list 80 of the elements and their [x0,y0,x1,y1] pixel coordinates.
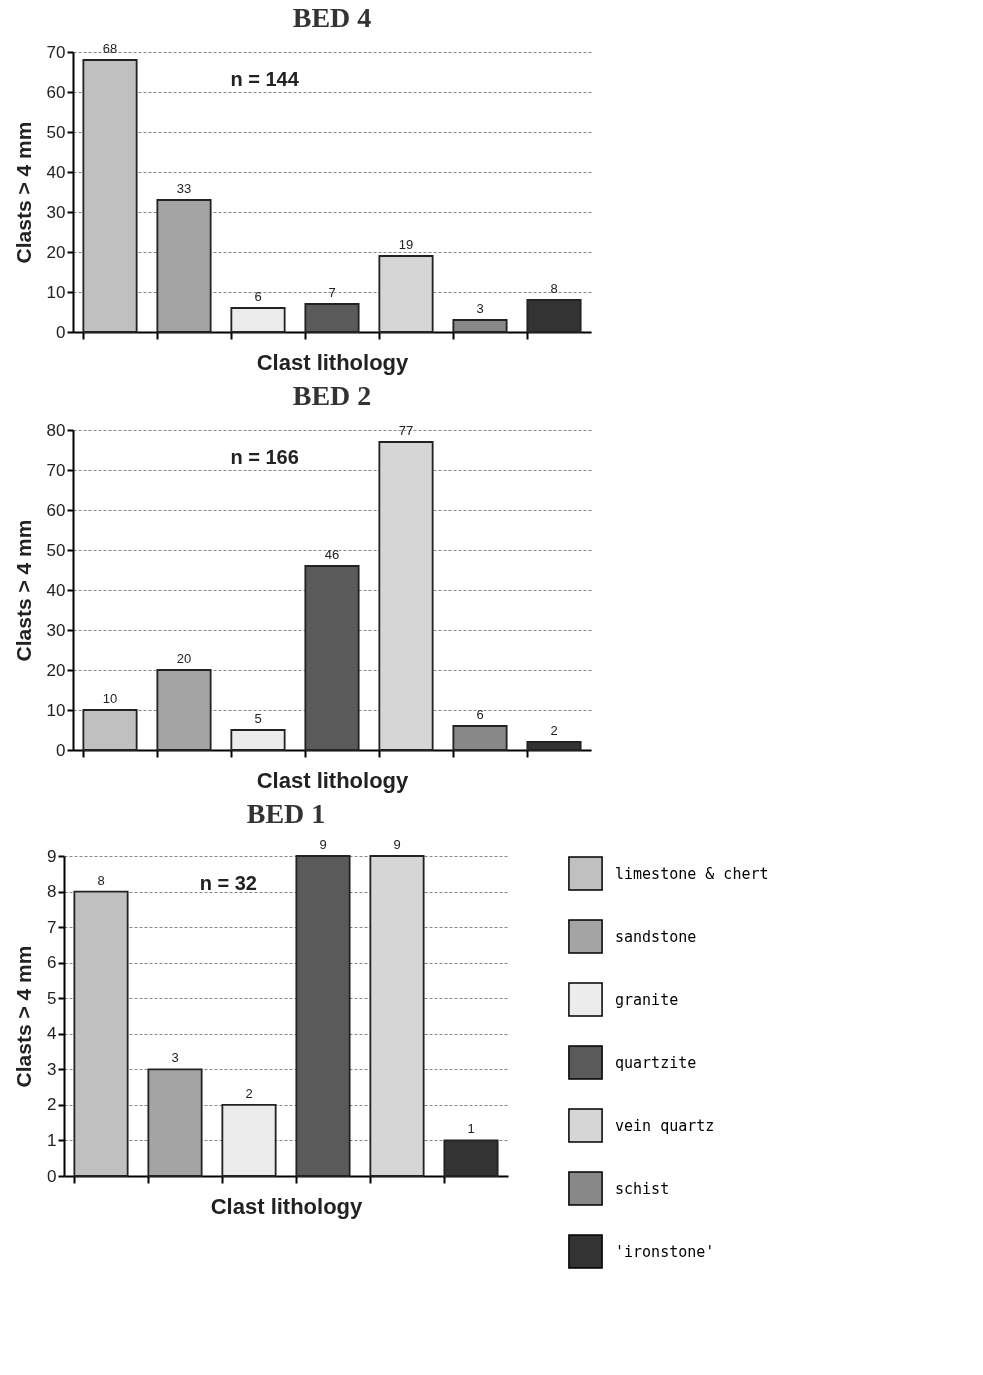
bar [82,59,138,333]
y-axis-title: Clasts > 4 mm [12,945,36,1088]
y-tick-label: 7 [47,917,57,937]
data-label: 33 [176,181,192,196]
data-label: 20 [176,651,192,666]
bar [378,441,434,751]
annotation: n = 32 [199,872,257,894]
data-label: 2 [550,723,558,738]
y-tick-label: 0 [56,322,66,342]
chart-title: BED 1 [246,798,326,829]
y-tick-label: 80 [46,420,66,440]
bar [452,319,508,333]
data-label: 8 [97,872,105,888]
annotation: n = 166 [230,446,299,468]
y-tick-label: 70 [46,460,66,480]
annotation: n = 144 [230,68,300,90]
y-tick-label: 70 [46,42,66,62]
y-tick-label: 8 [47,882,57,902]
data-label: 9 [319,837,327,852]
data-label: 19 [398,237,414,252]
bar [82,709,138,751]
y-tick-label: 20 [46,242,66,262]
data-label: 2 [245,1085,253,1101]
y-axis-title: Clasts > 4 mm [11,519,35,662]
data-label: 7 [328,285,336,300]
data-label: 1 [467,1121,475,1137]
y-tick-label: 60 [46,500,66,520]
y-tick-label: 50 [46,122,66,142]
y-tick-label: 30 [46,620,66,640]
y-tick-label: 4 [47,1024,57,1044]
data-label: 6 [476,707,484,722]
y-tick-label: 40 [46,580,66,600]
bar [230,307,286,333]
legend-label: vein quartz [615,1116,715,1135]
legend-label: quartzite [615,1053,697,1072]
data-label: 68 [102,41,118,56]
bar [156,669,212,751]
bar [304,303,360,333]
y-tick-label: 2 [47,1095,57,1115]
x-axis-title: Clast lithology [256,349,410,375]
data-label: 77 [398,423,414,438]
x-axis-title: Clast lithology [210,1193,364,1219]
data-label: 9 [393,837,401,852]
y-tick-label: 10 [46,282,66,302]
data-label: 3 [476,301,484,316]
y-tick-label: 3 [47,1059,57,1079]
y-tick-label: 30 [46,202,66,222]
y-tick-label: 6 [47,953,57,973]
bar [156,199,212,333]
legend-label: granite [615,990,679,1009]
legend-label: schist [615,1179,670,1198]
y-tick-label: 5 [47,988,57,1008]
y-tick-label: 60 [46,82,66,102]
legend-label: limestone & chert [615,864,769,883]
y-tick-label: 1 [47,1130,57,1150]
chart-title: BED 4 [292,2,372,33]
y-tick-label: 50 [46,540,66,560]
y-tick-label: 9 [47,846,57,866]
y-tick-label: 40 [46,162,66,182]
bar [304,565,360,751]
x-axis-title: Clast lithology [256,767,410,793]
y-tick-label: 20 [46,660,66,680]
y-tick-label: 10 [46,700,66,720]
y-axis-title: Clasts > 4 mm [11,121,35,264]
data-label: 5 [254,711,262,726]
bar [452,725,508,751]
bar [378,255,434,333]
bar [230,729,286,751]
legend-label: sandstone [615,927,697,946]
data-label: 46 [324,547,340,562]
y-tick-label: 0 [56,740,66,760]
data-label: 6 [254,289,262,304]
legend-label: 'ironstone' [615,1242,715,1261]
y-tick-label: 0 [47,1166,57,1186]
data-label: 8 [550,281,558,296]
bar [526,741,582,751]
chart-title: BED 2 [292,380,372,411]
data-label: 10 [102,691,118,706]
bar [526,299,582,333]
data-label: 3 [171,1050,179,1066]
